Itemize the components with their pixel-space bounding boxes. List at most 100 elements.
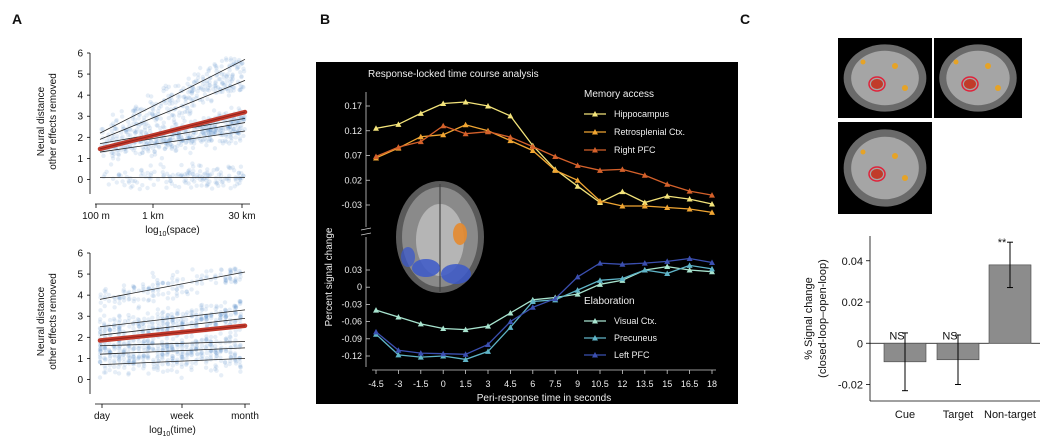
data-point [155,177,161,182]
data-point [237,356,242,361]
data-point [176,83,181,88]
data-point [152,152,158,157]
data-point [189,320,195,325]
data-point [213,321,218,327]
data-point [206,129,211,134]
data-marker [664,193,671,199]
data-point [151,274,156,279]
data-point [140,150,145,155]
data-point [222,83,227,88]
data-point [209,99,214,104]
data-point [179,338,185,343]
data-point [211,167,216,173]
data-point [146,354,151,359]
data-point [137,324,142,329]
data-point [147,125,153,131]
data-point [103,370,108,375]
data-point [218,304,224,309]
data-point [150,146,156,151]
subject-fit-line [99,347,246,355]
data-point [102,346,108,351]
data-point [122,295,127,300]
data-point [135,127,140,132]
data-point [147,324,152,329]
data-point [121,294,126,300]
data-point [179,364,185,370]
data-point [220,80,226,86]
data-point [186,95,191,100]
data-point [98,342,104,348]
data-marker [597,277,603,283]
data-point [221,72,226,77]
data-point [213,306,218,311]
data-point [146,347,151,352]
data-point [223,277,228,282]
data-point [223,312,228,317]
data-point [98,348,103,353]
data-point [137,107,143,113]
data-point [151,182,156,187]
data-point [155,307,161,312]
data-point [174,359,179,364]
data-point [116,151,121,157]
data-point [223,349,229,354]
memory-series [373,121,715,215]
data-point [238,87,244,92]
data-marker [417,350,424,356]
data-point [190,360,195,366]
roi-outline [961,76,979,92]
data-point [237,87,242,93]
data-point [184,139,189,145]
data-point [228,330,233,335]
data-point [146,329,151,334]
data-point [198,85,203,90]
data-point [232,319,237,324]
data-point [226,93,232,98]
panel-label-b: B [320,11,331,27]
data-point [207,83,212,88]
data-marker [709,268,715,275]
data-point [166,84,171,89]
data-point [227,307,232,312]
data-marker [417,110,424,116]
data-point [116,354,122,359]
data-point [155,281,161,286]
data-marker [619,261,626,267]
data-point [131,121,136,126]
data-point [161,165,166,170]
data-point [209,171,214,176]
significance-annotation: NS [942,330,957,342]
data-point [189,334,194,339]
data-point [190,103,195,108]
data-point [187,88,193,94]
data-marker [641,199,648,206]
data-point [224,176,229,182]
data-point [233,266,238,271]
data-point [150,111,155,117]
data-point [204,183,209,189]
data-point [213,280,219,286]
x-tick-label: 15 [662,379,672,389]
data-point [145,147,150,152]
data-marker [686,196,693,202]
data-marker [686,205,693,212]
data-point [204,81,210,86]
data-point [184,343,190,348]
data-point [142,316,147,321]
data-point [178,134,184,139]
data-point [198,303,204,308]
data-point [202,131,207,137]
data-point [235,129,240,134]
data-point [228,335,233,340]
data-point [188,108,193,114]
data-point [191,132,196,138]
data-marker [574,177,581,183]
scatter-points [97,266,243,380]
data-point [176,141,182,146]
data-point [211,130,216,136]
data-point [164,327,170,332]
data-point [227,267,233,272]
data-point [195,290,200,295]
data-point [213,344,218,349]
legend-marker [592,129,598,135]
